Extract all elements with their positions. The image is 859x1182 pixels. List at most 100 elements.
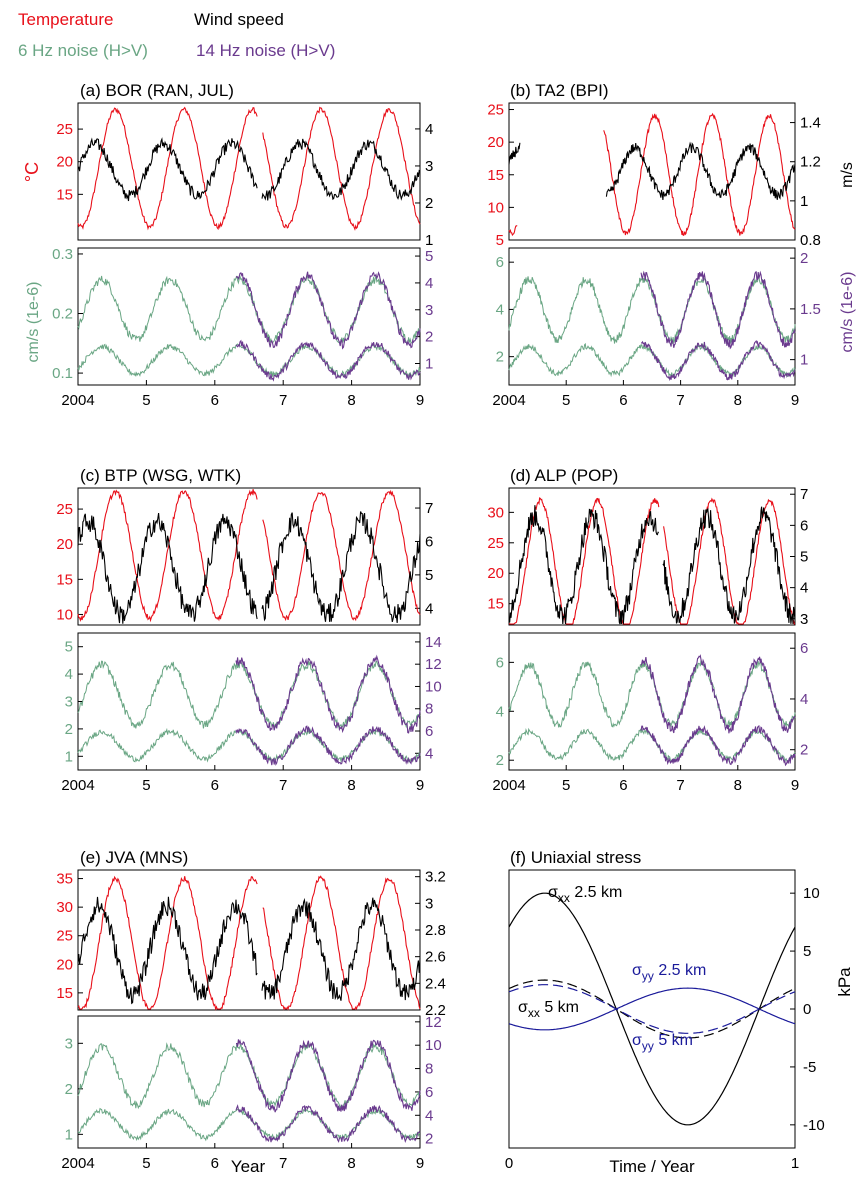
panel-a-top xyxy=(77,102,421,241)
panel-c-bottom-right-label-5: 14 xyxy=(425,634,442,651)
panel-e-bottom-right-label-5: 12 xyxy=(425,1014,442,1031)
panel-d-top-right-label-1: 4 xyxy=(800,580,808,597)
panel-e-top-right-label-2: 2.6 xyxy=(425,949,446,966)
panel-e-bottom-left-label-2: 3 xyxy=(65,1035,73,1052)
panel-c-xlabel-0: 2004 xyxy=(61,777,94,794)
panel-c-bottom-left-label-0: 1 xyxy=(65,748,73,765)
panel-b-top-right-label-2: 1.2 xyxy=(800,154,821,171)
panel-d-xlabel-5: 9 xyxy=(791,777,799,794)
panel-e-xlabel-4: 8 xyxy=(347,1155,355,1172)
panel-c-bottom-right-label-0: 4 xyxy=(425,745,433,762)
panel-a-bottom-right-label-4: 5 xyxy=(425,248,433,265)
series-b-noise6-h xyxy=(508,276,796,344)
series-b-wind xyxy=(508,141,796,200)
series-e-temperature xyxy=(77,875,421,1011)
series-f-2 xyxy=(508,987,796,1031)
panel-f-xlabel-1: 1 xyxy=(791,1155,799,1172)
series-a-wind xyxy=(77,137,421,202)
panel-c-xlabel-4: 8 xyxy=(347,777,355,794)
panel-c-bottom xyxy=(77,632,421,771)
panel-d-top-right-label-3: 6 xyxy=(800,517,808,534)
ylabel-b-bottom: cm/s (1e-6) xyxy=(839,272,856,353)
panel-d-xlabel-0: 2004 xyxy=(492,777,525,794)
panel-c-xlabel-5: 9 xyxy=(416,777,424,794)
panel-c-bottom-left-label-1: 2 xyxy=(65,721,73,738)
panel-c-bottom-right-label-1: 6 xyxy=(425,723,433,740)
panel-c-top-right-label-3: 7 xyxy=(425,500,433,517)
panel-d-top-right-label-4: 7 xyxy=(800,486,808,503)
series-a-noise14-h xyxy=(235,271,421,350)
panel-d-bottom-left-label-1: 4 xyxy=(496,703,504,720)
panel-b-bottom-right-label-1: 1.5 xyxy=(800,301,821,318)
series-a-temperature xyxy=(77,106,421,231)
panel-b-xlabel-0: 2004 xyxy=(492,392,525,409)
xlabel-year: Year xyxy=(231,1157,266,1176)
panel-b-top-right-label-1: 1 xyxy=(800,193,808,210)
series-a-noise6-v xyxy=(77,343,421,378)
ylabel-a-bottom: cm/s (1e-6) xyxy=(25,282,42,363)
panel-a-xlabel-1: 5 xyxy=(142,392,150,409)
panel-b-top-left-label-4: 25 xyxy=(487,102,504,119)
panel-a-xlabel-2: 6 xyxy=(211,392,219,409)
series-f-1 xyxy=(508,979,796,1039)
panel-b-xlabel-4: 8 xyxy=(734,392,742,409)
panel-d-top-left-label-1: 20 xyxy=(487,565,504,582)
panel-d-top xyxy=(508,487,796,626)
panel-d-top-left-label-2: 25 xyxy=(487,535,504,552)
panel-c-top-left-label-2: 20 xyxy=(56,536,73,553)
panel-c-top-left-label-1: 15 xyxy=(56,571,73,588)
title-b: (b) TA2 (BPI) xyxy=(510,81,609,100)
panel-d-xlabel-4: 8 xyxy=(734,777,742,794)
series-c-noise14-h xyxy=(235,654,421,734)
series-d-noise6-v xyxy=(508,727,796,764)
panel-c-top-right-label-1: 5 xyxy=(425,567,433,584)
panel-a-bottom-right-label-3: 4 xyxy=(425,275,433,292)
panel-e-top-right-label-0: 2.2 xyxy=(425,1002,446,1019)
series-e-noise14-h xyxy=(236,1039,421,1113)
panel-a-top-right-label-1: 2 xyxy=(425,195,433,212)
panel-b-top xyxy=(508,102,796,241)
series-f-3 xyxy=(508,984,796,1034)
panel-f-ylabel-1: -5 xyxy=(803,1059,816,1076)
series-d-wind xyxy=(508,505,796,625)
panel-e-top-left-label-4: 35 xyxy=(56,871,73,888)
panel-d-xlabel-3: 7 xyxy=(676,777,684,794)
panel-a-bottom-left-label-0: 0.1 xyxy=(52,365,73,382)
panel-c-top xyxy=(77,487,421,626)
panel-e-top-right-label-1: 2.4 xyxy=(425,975,446,992)
panel-a-top-right-label-3: 4 xyxy=(425,121,433,138)
panel-e-top-right-label-5: 3.2 xyxy=(425,869,446,886)
panel-d-xlabel-2: 6 xyxy=(619,777,627,794)
panel-e-bottom-right-label-0: 2 xyxy=(425,1131,433,1148)
panel-f-ylabel-0: -10 xyxy=(803,1117,825,1134)
panel-b-xlabel-2: 6 xyxy=(619,392,627,409)
panel-e-top xyxy=(77,869,421,1011)
panel-c-top-right-label-2: 6 xyxy=(425,533,433,550)
panel-a-bottom-left-label-2: 0.3 xyxy=(52,246,73,263)
legend-temperature: Temperature xyxy=(18,10,113,29)
panel-f-ylabel-2: 0 xyxy=(803,1001,811,1018)
label-f-1: σxx 5 km xyxy=(518,999,579,1020)
panel-a-bottom-right-label-2: 3 xyxy=(425,302,433,319)
panel-b-xlabel-1: 5 xyxy=(562,392,570,409)
panel-d-xlabel-1: 5 xyxy=(562,777,570,794)
panel-f-xlabel-0: 0 xyxy=(505,1155,513,1172)
panel-e-bottom-left-label-0: 1 xyxy=(65,1126,73,1143)
panel-c-bottom-left-label-3: 4 xyxy=(65,666,73,683)
panel-e-bottom-left-label-1: 2 xyxy=(65,1081,73,1098)
panel-b-xlabel-5: 9 xyxy=(791,392,799,409)
panel-d-bottom-right-label-1: 4 xyxy=(800,691,808,708)
series-c-noise6-h xyxy=(77,659,421,729)
panel-e-bottom xyxy=(77,1015,421,1149)
panel-c-bottom-right-label-3: 10 xyxy=(425,678,442,695)
panel-c-bottom-right-label-2: 8 xyxy=(425,701,433,718)
panel-a-xlabel-3: 7 xyxy=(279,392,287,409)
panel-e-bottom-right-label-3: 8 xyxy=(425,1061,433,1078)
label-f-0: σxx 2.5 km xyxy=(548,884,622,905)
ylabel-b-top: m/s xyxy=(839,162,856,188)
panel-f-ylabel-4: 10 xyxy=(803,885,820,902)
panel-e-top-left-label-0: 15 xyxy=(56,985,73,1002)
series-a-noise6-h xyxy=(77,274,421,345)
panel-c-top-left-label-0: 10 xyxy=(56,606,73,623)
